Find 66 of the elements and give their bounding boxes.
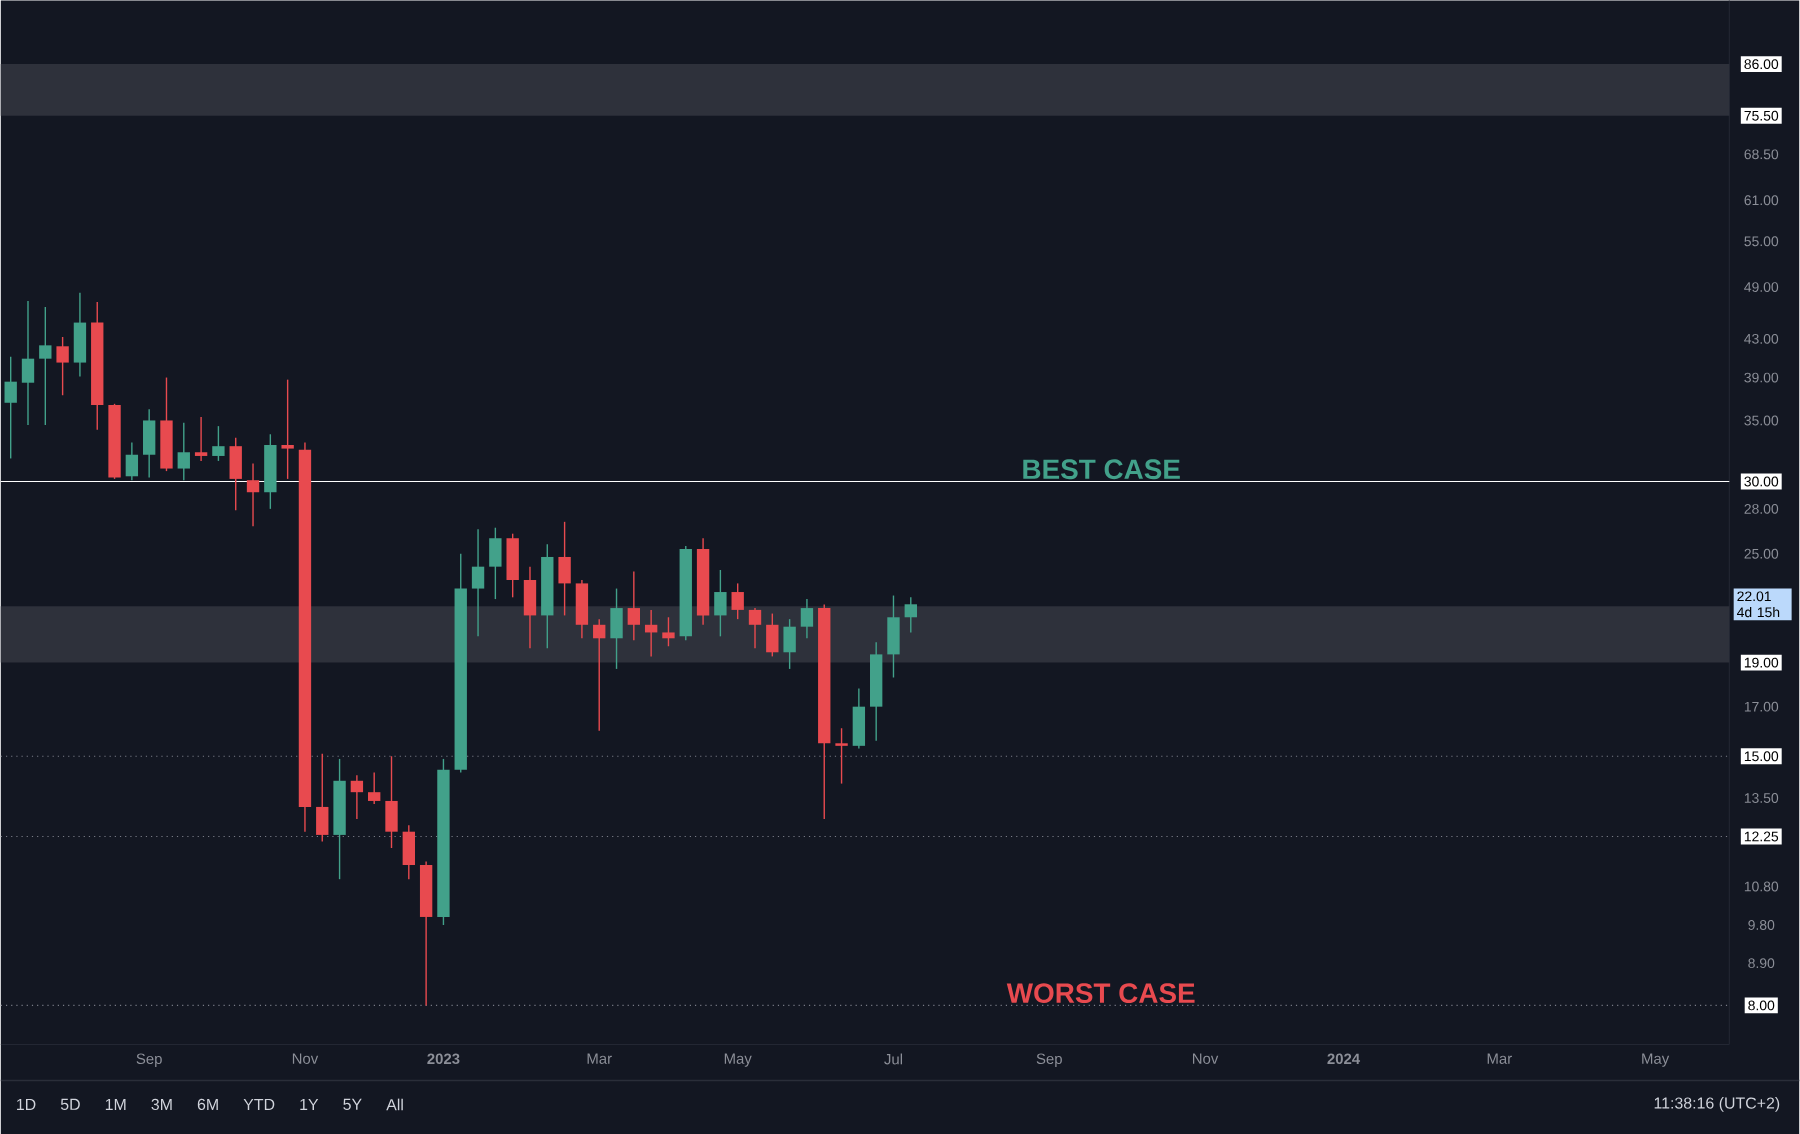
candlestick [662, 616, 675, 647]
y-tick-label: 8.90 [1748, 958, 1775, 968]
candlestick [246, 462, 260, 527]
y-tick-label: 10.80 [1744, 881, 1779, 892]
candlestick [471, 528, 485, 637]
candlestick [835, 727, 848, 785]
candlestick [125, 441, 139, 481]
x-tick-label: Sep [136, 1053, 162, 1067]
y-tick-label: 86.00 [1744, 59, 1779, 69]
y-tick-label: 39.00 [1744, 372, 1779, 383]
text: 3M [151, 1098, 172, 1110]
candlestick [904, 596, 917, 633]
x-tick-label: Nov [1193, 1053, 1219, 1064]
x-tick-label: Jul [884, 1053, 903, 1065]
candlestick [212, 425, 225, 462]
annotation: BEST CASE [1023, 459, 1180, 479]
candlestick [177, 421, 190, 481]
candlestick [748, 607, 762, 649]
y-tick-label: 75.50 [1744, 110, 1779, 121]
y-tick-label: 30.00 [1744, 476, 1779, 487]
candlestick [731, 582, 744, 620]
y-tick-label: 68.50 [1744, 149, 1779, 160]
candlestick [194, 416, 208, 462]
y-tick-label: 17.00 [1744, 701, 1779, 712]
y-tick-label: 28.00 [1744, 503, 1779, 514]
candlestick [350, 774, 364, 820]
text: 1M [105, 1098, 126, 1110]
candlestick [39, 306, 52, 426]
candlestick [281, 378, 294, 480]
text: 1D [17, 1098, 36, 1110]
y-tick-label: 19.00 [1744, 657, 1779, 668]
text: 5Y [343, 1098, 362, 1110]
y-tick-label: 9.80 [1748, 919, 1775, 930]
candlestick [593, 618, 606, 732]
text: 5D [60, 1098, 80, 1110]
x-tick-label: Mar [1487, 1053, 1512, 1064]
y-tick-label: 35.00 [1744, 415, 1779, 426]
candlestick [627, 570, 641, 641]
annotation: WORST CASE [1006, 983, 1195, 1003]
y-tick-label: 25.00 [1744, 548, 1779, 559]
x-tick-label: 2024 [1327, 1053, 1361, 1064]
text: YTD [243, 1098, 275, 1110]
candlestick [368, 771, 381, 805]
candlestick [56, 336, 69, 396]
text: 6M [197, 1098, 218, 1110]
candlestick [4, 355, 17, 459]
y-tick-label: 12.25 [1744, 831, 1779, 842]
text: All [386, 1098, 403, 1110]
x-tick-label: May [724, 1053, 752, 1067]
x-tick-label: May [1642, 1053, 1670, 1067]
candlestick [714, 569, 727, 637]
x-tick-label: 2023 [427, 1053, 460, 1064]
y-tick-label: 13.50 [1744, 792, 1779, 803]
y-tick-label: 61.00 [1744, 195, 1779, 205]
text: 11:38:16 (UTC+2) [1654, 1096, 1780, 1112]
x-tick-label: Sep [1036, 1053, 1062, 1067]
y-tick-label: 55.00 [1744, 236, 1779, 247]
text: 22.01 4d 15h [1736, 591, 1780, 617]
candlestick [800, 598, 814, 639]
x-tick-label: Mar [587, 1053, 612, 1064]
y-tick-label: 49.00 [1744, 281, 1779, 292]
x-tick-label: Nov [292, 1053, 319, 1064]
y-tick-label: 43.00 [1744, 333, 1779, 344]
y-tick-label: 15.00 [1744, 751, 1779, 761]
y-tick-label: 8.00 [1748, 1000, 1775, 1011]
text: 1Y [300, 1098, 319, 1110]
